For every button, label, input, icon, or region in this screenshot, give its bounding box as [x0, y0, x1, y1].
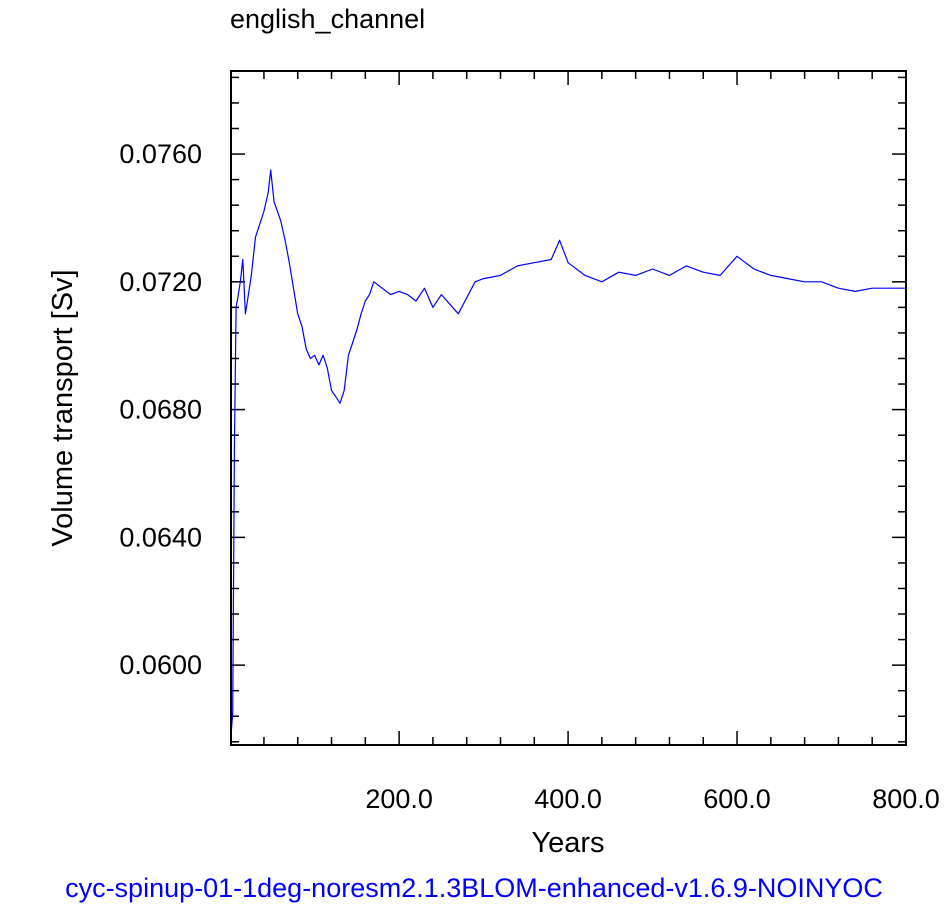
y-axis-label: Volume transport [Sv]	[47, 269, 79, 546]
x-tick-label: 200.0	[365, 784, 433, 814]
y-tick-label: 0.0720	[119, 267, 202, 297]
x-tick-label: 400.0	[534, 784, 602, 814]
x-axis-label: Years	[531, 827, 604, 859]
run-caption: cyc-spinup-01-1deg-noresm2.1.3BLOM-enhan…	[65, 873, 883, 903]
y-tick-label: 0.0760	[119, 139, 202, 169]
axis-ticks	[231, 71, 907, 745]
x-tick-label: 600.0	[703, 784, 771, 814]
chart-title: english_channel	[230, 4, 425, 34]
y-tick-labels: 0.0600 0.0640 0.0680 0.0720 0.0760	[119, 139, 202, 680]
y-tick-label: 0.0600	[119, 650, 202, 680]
x-tick-labels: 200.0 400.0 600.0 800.0	[365, 784, 939, 814]
series-line	[230, 169, 906, 736]
plot-frame	[230, 70, 907, 746]
x-tick-label: 800.0	[872, 784, 940, 814]
y-tick-label: 0.0680	[119, 395, 202, 425]
y-tick-label: 0.0640	[119, 522, 202, 552]
